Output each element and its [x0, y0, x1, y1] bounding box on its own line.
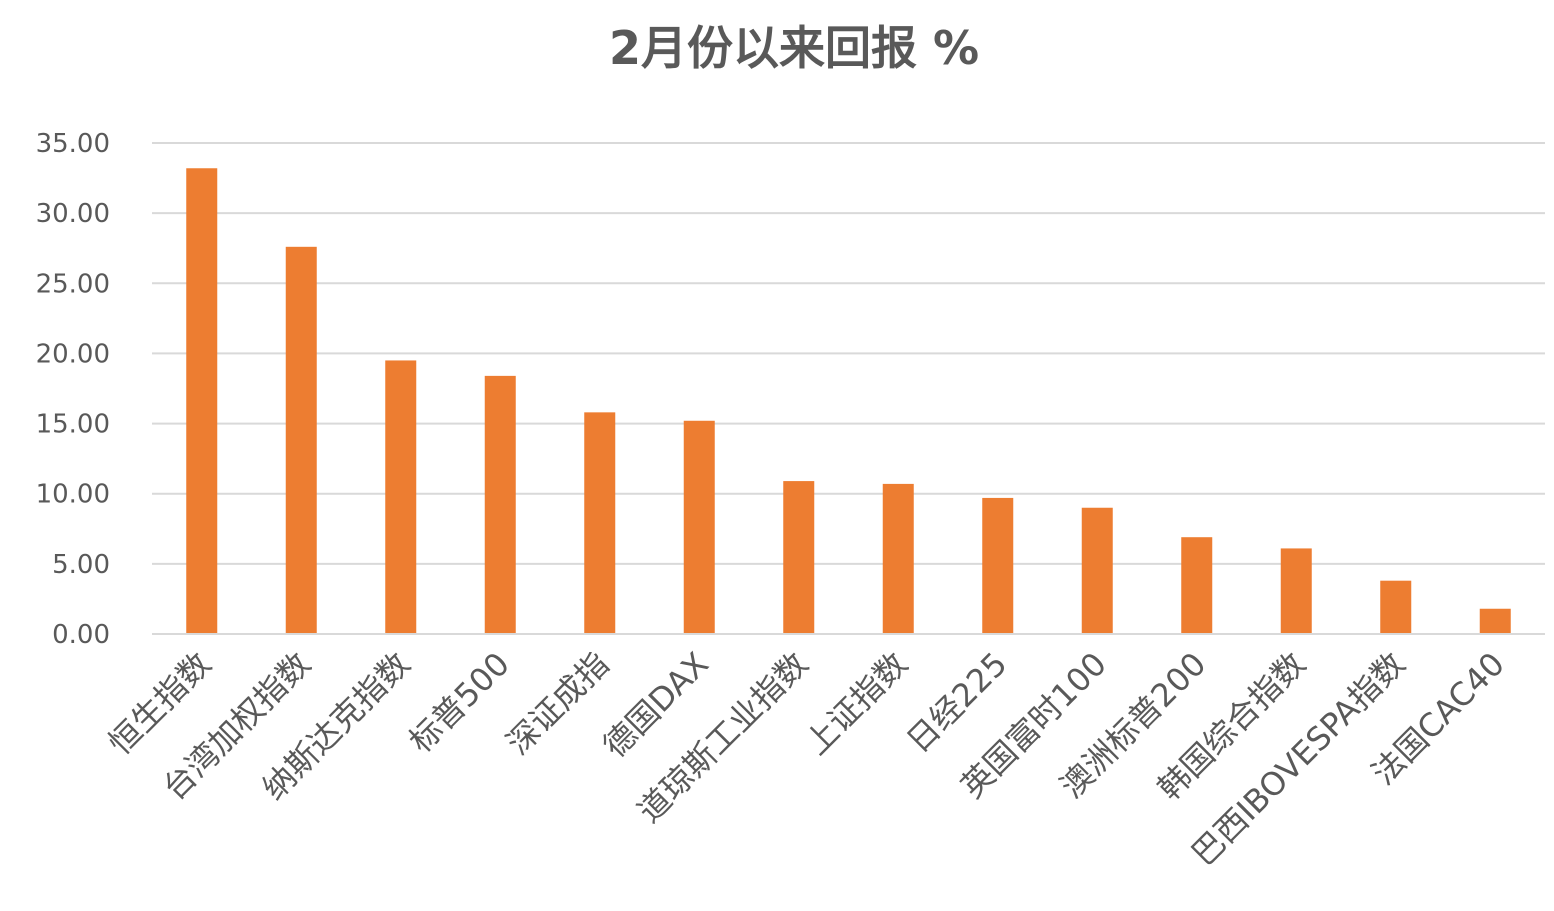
gridlines: [152, 142, 1545, 565]
y-tick-label: 15.00: [36, 410, 110, 440]
y-tick-label: 0.00: [52, 620, 110, 650]
bar: [982, 497, 1014, 634]
bar: [1280, 548, 1312, 634]
x-tick-label: 深证成指: [499, 645, 616, 762]
y-tick-label: 10.00: [36, 480, 110, 510]
y-tick-label: 35.00: [36, 129, 110, 159]
y-tick-label: 30.00: [36, 199, 110, 229]
bar: [882, 483, 914, 634]
x-tick-label: 标普500: [402, 645, 517, 760]
y-tick-label: 25.00: [36, 269, 110, 299]
y-tick-label: 5.00: [52, 550, 110, 580]
bar: [683, 420, 715, 634]
bar: [186, 168, 218, 634]
bar: [1081, 507, 1113, 634]
bar: [1479, 608, 1511, 634]
bar: [285, 246, 317, 634]
y-tick-label: 20.00: [36, 339, 110, 369]
bar: [1380, 580, 1412, 634]
bar: [584, 412, 616, 634]
x-tick-label: 道琼斯工业指数: [630, 645, 815, 830]
bar: [385, 360, 417, 634]
bar: [1181, 537, 1213, 634]
bars: [186, 168, 1511, 634]
chart-title: 2月份以来回报 %: [609, 21, 979, 75]
x-axis-tick-labels: 恒生指数台湾加权指数纳斯达克指数标普500深证成指德国DAX道琼斯工业指数上证指…: [101, 645, 1512, 873]
x-tick-label: 上证指数: [798, 645, 915, 762]
bar: [484, 375, 516, 634]
bar: [783, 481, 815, 634]
y-axis-tick-labels: 0.00 5.00 10.00 15.00 20.00 25.00 30.00 35.00: [36, 129, 110, 650]
